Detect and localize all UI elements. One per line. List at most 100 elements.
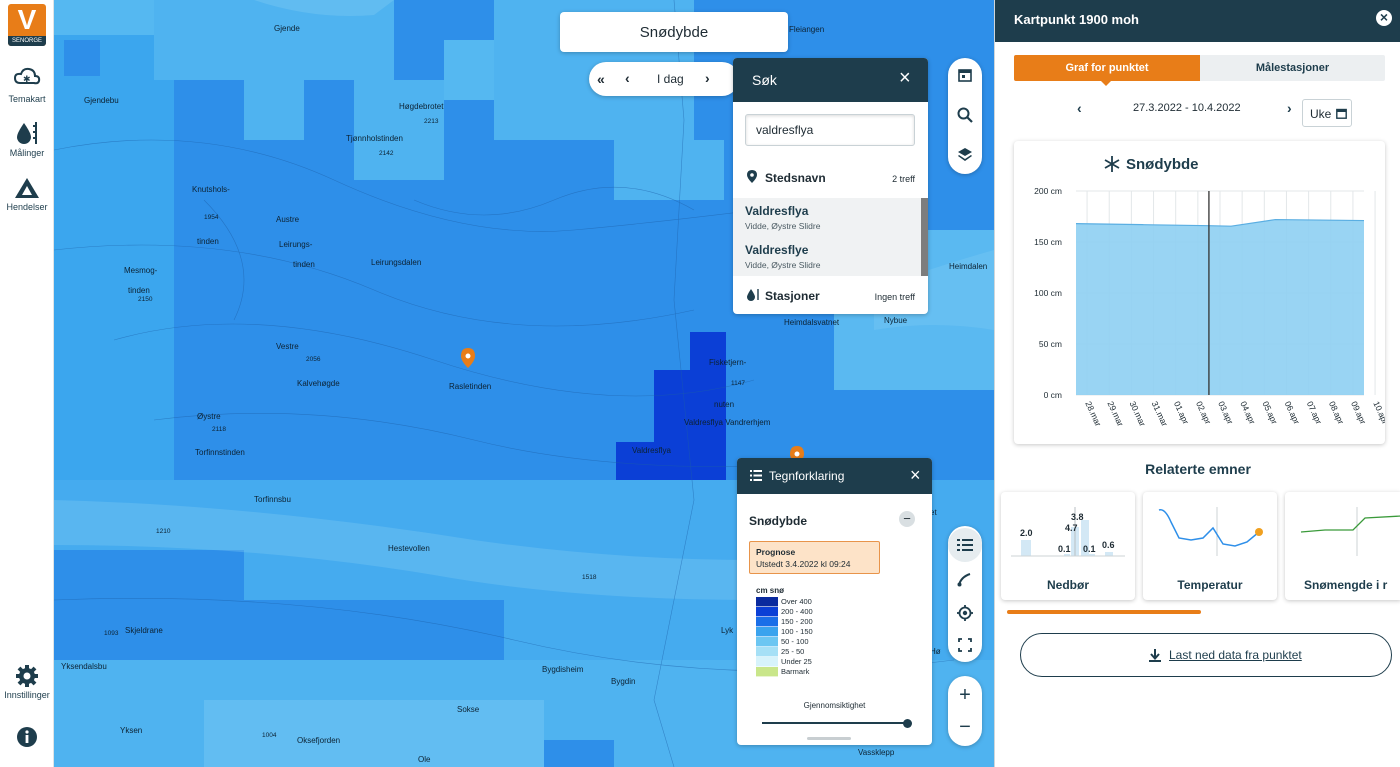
map-place-label: Gjendebu [84, 96, 119, 105]
logo-letter: V [17, 4, 37, 35]
map-elevation-label: 1004 [262, 732, 277, 739]
related-card-temperatur[interactable]: Temperatur [1143, 492, 1277, 600]
zoom-in-button[interactable]: + [948, 678, 982, 712]
nav-item-malinger[interactable]: Målinger [0, 120, 54, 158]
map-elevation-label: 1518 [582, 574, 597, 581]
chart-card: Snødybde 0 cm 50 cm 100 cm 150 cm 200 cm 28.m… [1014, 141, 1385, 444]
nav-item-hendelser[interactable]: Hendelser [0, 176, 54, 212]
x-tick-label: 31.mar [1150, 400, 1170, 428]
map-place-label: tinden [197, 237, 219, 246]
related-card-nedbor[interactable]: 2.0 4.7 3.8 0.1 0.1 0.6 Nedbør [1001, 492, 1135, 600]
map-place-label: Knutshols- [192, 185, 230, 194]
placenames-header[interactable]: Stedsnavn 2 treff [733, 166, 928, 196]
map-elevation-label: 2056 [306, 356, 321, 363]
first-date-icon[interactable]: « [597, 71, 605, 87]
temperature-mini-chart [1158, 507, 1263, 556]
legend-class: Over 400 [756, 597, 856, 607]
related-scroll-indicator[interactable] [1007, 610, 1201, 614]
locate-button[interactable] [948, 596, 982, 630]
layers-button[interactable] [948, 138, 982, 172]
info-button[interactable] [0, 726, 54, 750]
list-item[interactable]: Valdresflya Vidde, Øystre Slidre [745, 204, 820, 231]
map-title: Snødybde [639, 23, 709, 41]
precip-value: 0.6 [1102, 540, 1115, 550]
map-place-label: Vestre [276, 342, 299, 351]
download-label: Last ned data fra punktet [1169, 648, 1302, 662]
legend-class-label: 200 - 400 [781, 607, 813, 616]
prev-date-icon[interactable]: ‹ [625, 70, 630, 86]
period-select[interactable]: Uke [1302, 99, 1352, 127]
search-button[interactable] [948, 98, 982, 132]
x-tick-label: 28.mar [1083, 400, 1103, 428]
opacity-label: Gjennomsiktighet [803, 701, 866, 710]
close-legend-icon[interactable]: × [910, 465, 921, 485]
next-date-icon[interactable]: › [705, 70, 710, 86]
legend-swatch [756, 607, 778, 617]
close-search-icon[interactable]: × [899, 67, 911, 89]
legend-title: Tegnforklaring [769, 469, 845, 483]
stations-header[interactable]: Stasjoner Ingen treff [733, 283, 928, 311]
map-place-label: Bygdin [611, 677, 636, 686]
draw-line-button[interactable] [948, 562, 982, 596]
svg-text:✱: ✱ [23, 75, 31, 85]
gear-icon [16, 665, 38, 687]
legend-class: 200 - 400 [756, 607, 856, 617]
map-elevation-label: 2150 [138, 296, 153, 303]
forecast-issued: Utstedt 3.4.2022 kl 09:24 [756, 559, 851, 569]
collapse-legend-button[interactable]: − [899, 511, 915, 527]
related-label: Nedbør [1047, 578, 1089, 592]
forecast-title: Prognose [756, 547, 796, 557]
zoom-out-button[interactable]: − [948, 710, 982, 744]
tab-stations[interactable]: Målestasjoner [1200, 55, 1385, 81]
next-period-icon[interactable]: › [1287, 100, 1292, 116]
map-place-label: Bygdisheim [542, 665, 584, 674]
snow-depth-area [1076, 219, 1364, 395]
legend-header: Tegnforklaring × [737, 458, 932, 494]
list-item[interactable]: Valdresflye Vidde, Øystre Slidre [745, 243, 820, 270]
senorge-logo[interactable]: V SENORGE [8, 4, 46, 46]
map-place-label: Nybue [884, 316, 908, 325]
map-place-label: Fisketjern- [709, 358, 747, 367]
date-stepper: « ‹ I dag › [589, 62, 739, 96]
close-panel-button[interactable]: × [1376, 10, 1392, 26]
logo-brand: SENORGE [8, 36, 46, 46]
opacity-slider-track[interactable] [762, 722, 907, 724]
map-place-label: Torfinnstinden [195, 448, 245, 457]
drag-handle[interactable] [807, 737, 851, 740]
legend-class-label: 25 - 50 [781, 647, 805, 656]
calendar-button[interactable] [948, 58, 982, 92]
opacity-slider-thumb[interactable] [903, 719, 912, 728]
legend-toggle-button[interactable] [948, 528, 982, 562]
map-place-label: Gjende [274, 24, 300, 33]
x-tick-label: 29.mar [1105, 400, 1125, 428]
date-label[interactable]: I dag [657, 72, 684, 86]
map-tools-top [948, 58, 982, 174]
placenames-count: 2 treff [892, 174, 915, 184]
legend-swatch [756, 597, 778, 607]
prev-period-icon[interactable]: ‹ [1077, 100, 1082, 116]
forecast-badge: Prognose Utstedt 3.4.2022 kl 09:24 [749, 541, 880, 574]
results-scrollbar[interactable] [921, 198, 928, 276]
related-card-snomengde[interactable]: Snømengde i r [1285, 492, 1400, 600]
result-name: Valdresflye [745, 243, 809, 257]
list-icon [957, 539, 973, 551]
download-button[interactable]: Last ned data fra punktet [1020, 633, 1392, 677]
snow-amount-mini-chart [1300, 507, 1400, 556]
search-header: Søk × [733, 58, 928, 102]
panel-title: Kartpunkt 1900 moh [1014, 12, 1139, 27]
map-place-label: Øystre [197, 412, 221, 421]
legend-unit: cm snø [756, 586, 785, 595]
map-tools-bottom [948, 526, 982, 662]
period-value: Uke [1310, 107, 1332, 121]
tab-graph[interactable]: Graf for punktet [1014, 55, 1200, 81]
map-place-label: Kalvehøgde [297, 379, 340, 388]
fullscreen-button[interactable] [948, 628, 982, 662]
nav-item-temakart[interactable]: ✱ Temakart [0, 66, 54, 104]
legend-swatch [756, 657, 778, 667]
nav-item-innstillinger[interactable]: Innstillinger [0, 664, 54, 700]
precip-mini-chart [1011, 507, 1125, 557]
search-input[interactable] [745, 114, 915, 146]
result-sub: Vidde, Øystre Slidre [745, 260, 821, 270]
result-sub: Vidde, Øystre Slidre [745, 221, 821, 231]
